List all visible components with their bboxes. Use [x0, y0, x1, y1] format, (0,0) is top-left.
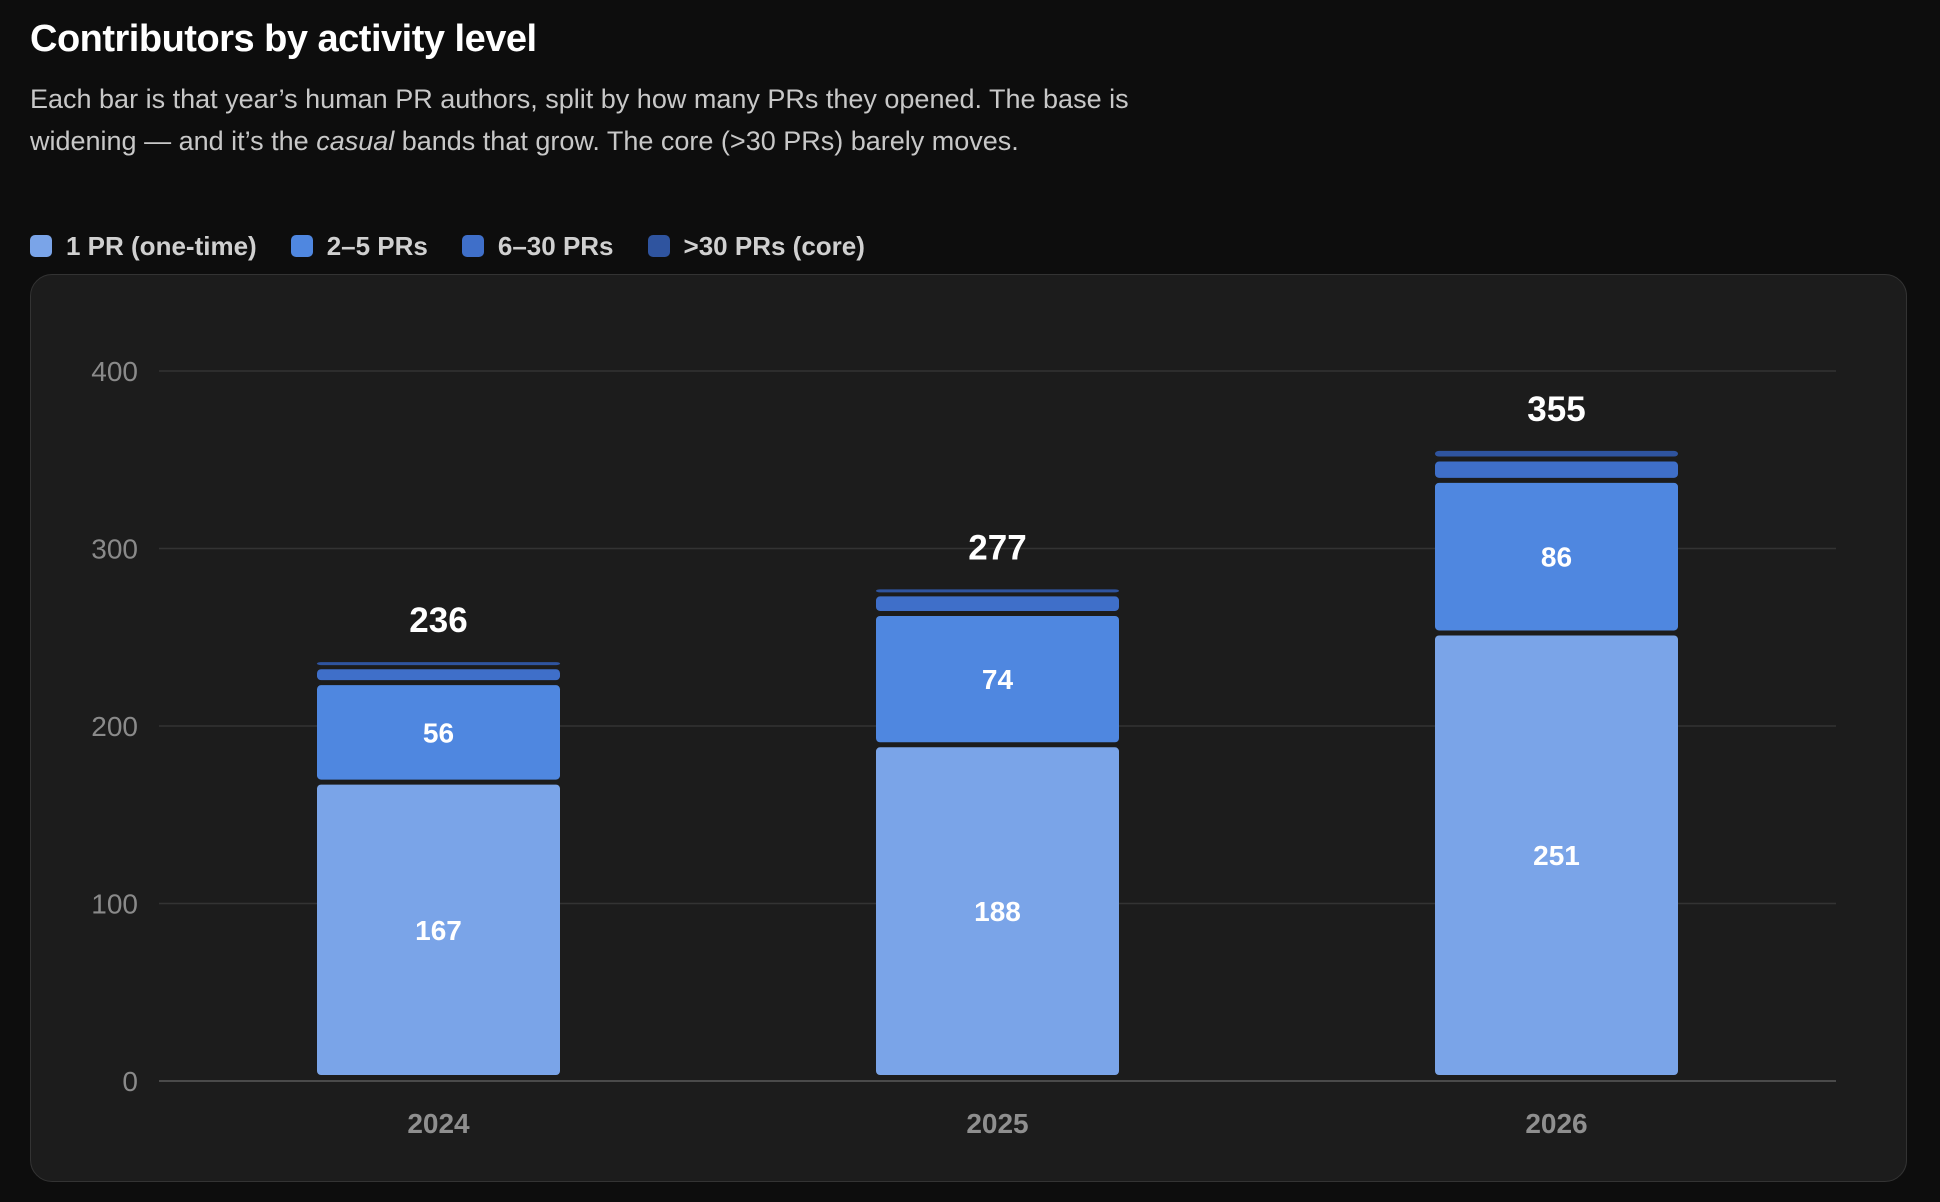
chart-legend: 1 PR (one-time) 2–5 PRs 6–30 PRs >30 PRs…	[30, 228, 899, 264]
legend-item-core: >30 PRs (core)	[647, 230, 865, 262]
legend-item-2-5: 2–5 PRs	[290, 230, 428, 262]
bar-2026-series-2	[1435, 461, 1678, 478]
subtitle-emphasis: casual	[316, 126, 395, 156]
legend-label-core: >30 PRs (core)	[683, 230, 865, 261]
legend-label-2-5: 2–5 PRs	[326, 230, 428, 261]
bar-label-2024-series-0: 167	[415, 915, 462, 946]
legend-item-6-30: 6–30 PRs	[461, 230, 614, 262]
y-tick-label-0: 0	[122, 1066, 138, 1097]
x-tick-label-2026: 2026	[1525, 1108, 1587, 1139]
bar-label-2024-series-1: 56	[423, 717, 454, 748]
y-tick-label-300: 300	[91, 534, 138, 565]
bar-2025-series-2	[876, 596, 1119, 611]
legend-item-one-time: 1 PR (one-time)	[30, 231, 257, 262]
y-tick-label-400: 400	[91, 356, 138, 387]
bar-2025-series-0	[876, 747, 1119, 1075]
total-label-2025: 277	[968, 528, 1026, 567]
stacked-bar-chart: 0 100 200 300 400 167 56 236 2024 188 74 277 2025 251…	[91, 356, 1836, 1139]
y-tick-label-200: 200	[91, 711, 138, 742]
bar-2026-series-3	[1435, 450, 1678, 457]
bar-label-2026-series-1: 86	[1541, 542, 1572, 573]
bar-label-2025-series-0: 188	[974, 896, 1021, 927]
bar-2024-series-1	[317, 685, 560, 780]
chart-panel: 0 100 200 300 400 167 56 236 2024 188 74 277 2025 251…	[30, 274, 1907, 1182]
subtitle-text-start: Each bar is that year’s human PR authors…	[30, 84, 1129, 156]
bar-label-2025-series-1: 74	[982, 664, 1014, 695]
bar-label-2026-series-0: 251	[1533, 840, 1580, 871]
legend-swatch-one-time	[30, 235, 52, 257]
bar-2026-series-0	[1435, 635, 1678, 1075]
chart-title: Contributors by activity level	[30, 18, 537, 60]
bar-2024-series-0	[317, 784, 560, 1075]
legend-swatch-core	[647, 235, 670, 257]
bar-2024-series-2	[317, 669, 560, 681]
chart-subtitle: Each bar is that year’s human PR authors…	[30, 78, 1150, 162]
bar-2024-series-3	[317, 662, 560, 666]
legend-swatch-6-30	[461, 235, 484, 257]
bar-2026-series-1	[1435, 482, 1678, 631]
x-tick-label-2025: 2025	[966, 1108, 1028, 1139]
legend-label-one-time: 1 PR (one-time)	[66, 230, 257, 261]
bar-2025-series-3	[876, 589, 1119, 593]
bar-2025-series-1	[876, 615, 1119, 743]
legend-label-6-30: 6–30 PRs	[497, 230, 614, 261]
total-label-2026: 355	[1527, 390, 1585, 429]
legend-swatch-2-5	[290, 235, 313, 257]
total-label-2024: 236	[409, 601, 467, 640]
y-tick-label-100: 100	[91, 889, 138, 920]
x-tick-label-2024: 2024	[407, 1108, 470, 1139]
subtitle-text-end: bands that grow. The core (>30 PRs) bare…	[394, 126, 1019, 156]
